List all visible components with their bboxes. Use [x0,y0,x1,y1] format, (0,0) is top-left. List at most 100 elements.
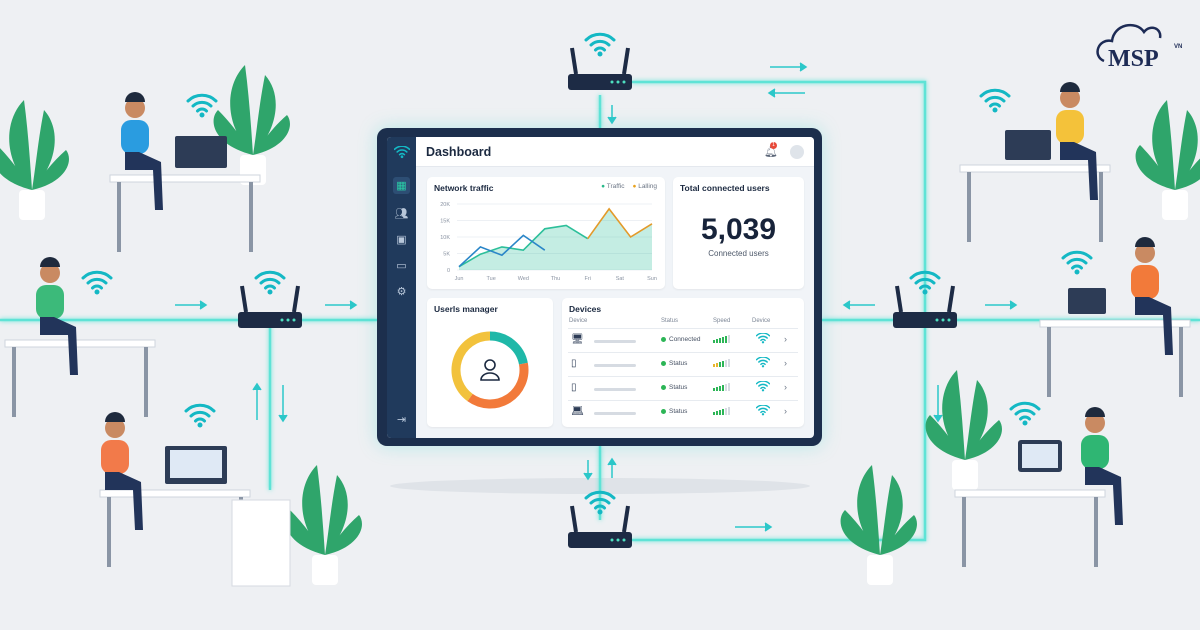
status-dot [661,361,666,366]
device-name-placeholder [594,340,636,343]
status-dot [661,385,666,390]
signal-bar [728,407,730,415]
page-title: Dashboard [426,145,492,159]
device-name-placeholder [594,364,636,367]
col-device-2: Device [752,318,771,324]
status-dot [661,409,666,414]
wifi-icon [755,332,771,347]
device-row[interactable]: ▯ Status › [568,352,798,376]
sidebar-item-users[interactable]: 👥︎ [394,208,409,220]
signal-bar [725,360,727,367]
signal-bar [725,336,727,343]
total-users-value: 5,039 [700,213,777,246]
signal-bars [713,359,731,367]
signal-bar [719,386,721,391]
router-top [568,34,632,90]
traffic-title: Network traffic [434,183,494,193]
signal-bars [713,383,731,391]
legend-lalling: ● Lalling [632,183,657,190]
y-tick-label: 15K [440,219,450,225]
signal-bar [716,363,718,367]
workstation-bottom-right [954,401,1123,568]
x-tick-label: Wed [518,276,529,282]
x-tick-label: Fri [584,276,590,282]
signal-bar [725,384,727,391]
col-speed: Speed [713,318,731,324]
sidebar-item-logout[interactable]: ⇥ [396,414,407,426]
signal-bar [719,362,721,367]
signal-bar [728,335,730,343]
laptop-icon: 💻︎ [571,406,584,417]
monitor-icon: 🖥︎ [571,334,584,345]
users-donut-chart [451,331,529,409]
phone-icon: ▯ [571,358,577,369]
device-row[interactable]: 💻︎ Status › [568,400,798,424]
status-dot [661,337,666,342]
signal-bar [716,411,718,415]
total-users-card: Total connected users 5,039 Connected us… [673,177,804,289]
wifi-icon [755,380,771,395]
blue-line [458,234,546,268]
device-row[interactable]: 🖥︎ Connected › [568,328,798,352]
sidebar-item-devices[interactable]: ▣ [396,234,407,246]
workstation-top-left [109,92,261,253]
signal-bar [713,340,715,343]
wifi-icon [755,356,771,371]
y-tick-label: 0 [447,268,450,274]
signal-bar [728,359,730,367]
x-tick-label: Sun [647,276,657,282]
signal-bar [719,410,721,415]
device-name-placeholder [594,412,636,415]
signal-bar [716,339,718,343]
sidebar-item-dashboard[interactable]: ▦ [393,177,410,194]
router-left [238,272,302,328]
device-status: Status [669,360,688,367]
device-status: Connected [669,336,701,343]
users-manager-title: Userls manager [434,304,498,314]
y-tick-label: 5K [443,252,450,258]
sidebar-item-settings[interactable]: ⚙ [396,286,407,298]
signal-bar [722,385,724,391]
header: Dashboard 🔔︎ 1 [416,137,814,167]
traffic-chart: 20K 15K 10K 5K 0 Jun Tue Wed Thu Fri Sat Sun [440,202,657,282]
donut-segment [489,331,528,365]
msp-logo: MSP VN [1096,16,1186,76]
chevron-right-icon[interactable]: › [784,406,787,416]
traffic-line [458,224,589,268]
device-status: Status [669,408,688,415]
dashboard-screen: ▦ 👥︎ ▣ ▭ ⚙ ⇥ Dashboard 🔔︎ 1 Network traff… [387,137,814,438]
workstation-mid-right [1039,237,1191,398]
x-tick-label: Tue [487,276,496,282]
device-row[interactable]: ▯ Status › [568,376,798,400]
signal-bars [713,335,731,343]
chevron-right-icon[interactable]: › [784,382,787,392]
bell-icon[interactable]: 🔔︎ 1 [764,142,778,158]
device-name-placeholder [594,388,636,391]
avatar[interactable] [790,145,804,159]
dashboard-monitor: ▦ 👥︎ ▣ ▭ ⚙ ⇥ Dashboard 🔔︎ 1 Network traff… [377,128,822,446]
chevron-right-icon[interactable]: › [784,334,787,344]
sidebar-item-calendar[interactable]: ▭ [396,260,407,272]
network-traffic-card: Network traffic ● Traffic ● Lalling 20K 1… [427,177,665,289]
x-tick-label: Thu [551,276,560,282]
total-users-title: Total connected users [680,183,770,193]
users-manager-card: Userls manager [427,298,553,427]
notification-badge: 1 [770,142,778,149]
signal-bar [713,364,715,367]
signal-bar [713,412,715,415]
legend-traffic: ● Traffic [601,183,625,190]
flow-arrows [175,62,1018,532]
x-tick-label: Sat [616,276,625,282]
signal-bar [725,408,727,415]
signal-bars [713,407,731,415]
workstation-bottom-left [99,403,291,587]
signal-bar [713,388,715,391]
wifi-icon [755,404,771,419]
chevron-right-icon[interactable]: › [784,358,787,368]
chart-legend: ● Traffic ● Lalling [601,183,657,190]
lalling-line [587,207,653,240]
devices-card: Devices Device Status Speed Device 🖥︎ Co… [562,298,804,427]
router-bottom [568,492,632,548]
phone-icon: ▯ [571,382,577,393]
